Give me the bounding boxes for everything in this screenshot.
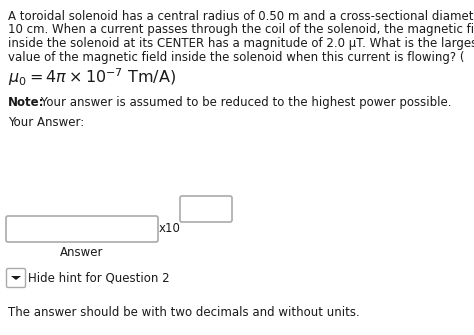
FancyBboxPatch shape <box>7 268 26 287</box>
Text: 10 cm. When a current passes through the coil of the solenoid, the magnetic fiel: 10 cm. When a current passes through the… <box>8 23 474 37</box>
Text: Your answer is assumed to be reduced to the highest power possible.: Your answer is assumed to be reduced to … <box>37 96 452 109</box>
Text: value of the magnetic field inside the solenoid when this current is flowing? (: value of the magnetic field inside the s… <box>8 51 465 64</box>
FancyBboxPatch shape <box>6 216 158 242</box>
Text: The answer should be with two decimals and without units.: The answer should be with two decimals a… <box>8 306 360 319</box>
Text: Hide hint for Question 2: Hide hint for Question 2 <box>28 271 170 284</box>
Text: $\mu_0 = 4\pi \times 10^{-7}$ Tm/A): $\mu_0 = 4\pi \times 10^{-7}$ Tm/A) <box>8 66 176 88</box>
Text: Your Answer:: Your Answer: <box>8 116 84 129</box>
Polygon shape <box>11 276 21 280</box>
Text: Answer: Answer <box>60 246 104 259</box>
Text: A toroidal solenoid has a central radius of 0.50 m and a cross-sectional diamete: A toroidal solenoid has a central radius… <box>8 10 474 23</box>
Text: inside the solenoid at its CENTER has a magnitude of 2.0 μT. What is the largest: inside the solenoid at its CENTER has a … <box>8 37 474 50</box>
FancyBboxPatch shape <box>180 196 232 222</box>
Text: x10: x10 <box>159 222 181 236</box>
Text: Note:: Note: <box>8 96 45 109</box>
